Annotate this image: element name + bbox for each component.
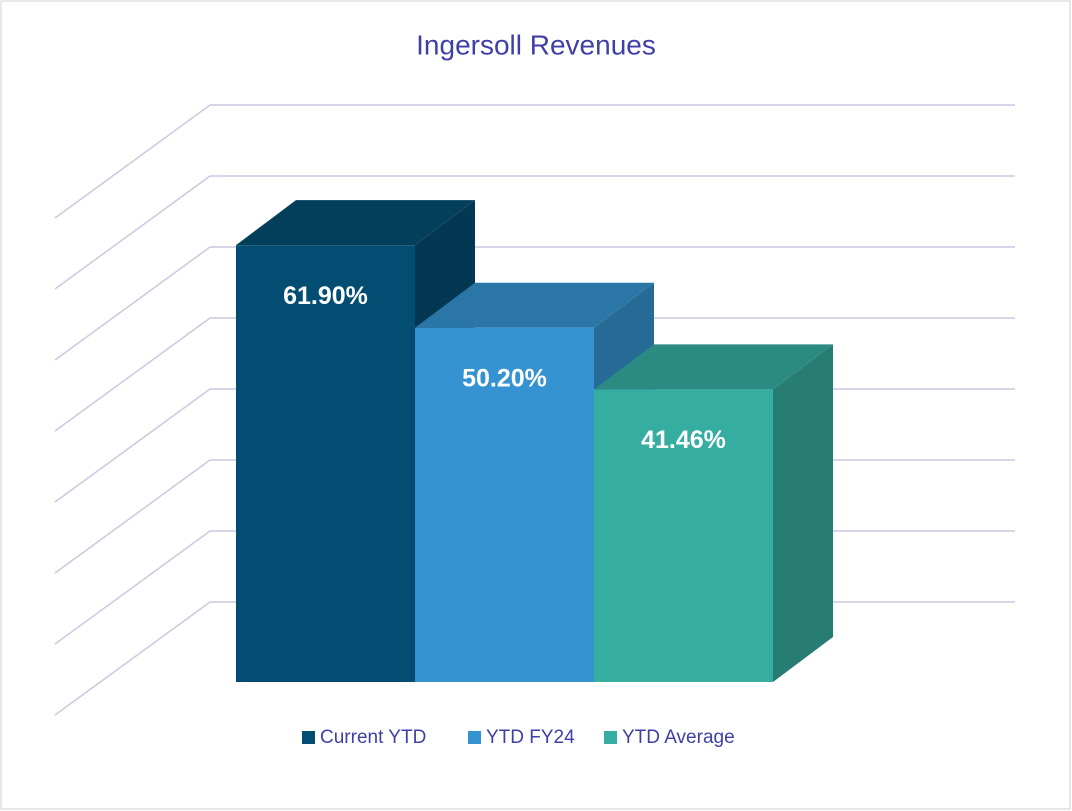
side-grid-line — [54, 530, 211, 645]
side-grid-line — [54, 317, 211, 432]
side-grid-line — [54, 246, 211, 361]
legend-label: Current YTD — [320, 727, 426, 748]
bar-top — [236, 200, 475, 246]
side-grid-line — [54, 459, 211, 574]
data-label: 61.90% — [283, 282, 368, 310]
side-grid-line — [54, 175, 211, 290]
legend-label: YTD Average — [622, 727, 735, 748]
legend-swatch — [302, 731, 315, 744]
side-grid-line — [54, 601, 211, 716]
chart-title: Ingersoll Revenues — [416, 29, 656, 60]
legend-swatch — [604, 731, 617, 744]
data-label: 50.20% — [462, 364, 547, 392]
data-label: 41.46% — [641, 426, 726, 454]
bar-top — [594, 344, 833, 390]
side-grid-line — [54, 388, 211, 503]
legend-label: YTD FY24 — [486, 727, 575, 748]
bar — [594, 389, 773, 682]
bar-top — [415, 282, 654, 328]
bar-side — [773, 344, 833, 682]
bar — [236, 245, 415, 683]
bar — [415, 327, 594, 682]
side-grid-line — [54, 104, 211, 219]
legend-swatch — [468, 731, 481, 744]
